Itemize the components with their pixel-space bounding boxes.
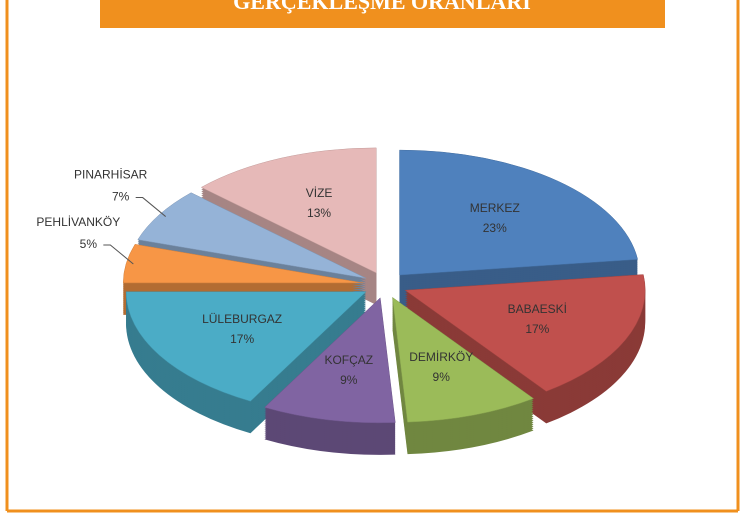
slice-label: PINARHİSAR bbox=[74, 168, 148, 182]
slice bbox=[404, 274, 646, 392]
slice bbox=[200, 147, 377, 274]
slice-value-label: 13% bbox=[307, 206, 331, 220]
title-banner bbox=[100, 0, 665, 28]
slice-value-label: 23% bbox=[483, 221, 507, 235]
slice bbox=[399, 149, 638, 276]
slice-value-label: 7% bbox=[112, 190, 130, 204]
slice-value-label: 17% bbox=[525, 322, 549, 336]
slice bbox=[137, 192, 367, 279]
slice-value-label: 17% bbox=[230, 332, 254, 346]
slice-label: DEMİRKÖY bbox=[409, 350, 473, 364]
slice-label: VİZE bbox=[306, 186, 333, 200]
slice-label: KOFÇAZ bbox=[324, 353, 373, 367]
slice-label: LÜLEBURGAZ bbox=[202, 312, 282, 326]
slice-label: BABAESKİ bbox=[508, 302, 567, 316]
leader-line bbox=[103, 244, 134, 265]
slice-label: MERKEZ bbox=[470, 201, 520, 215]
slice-value-label: 5% bbox=[80, 237, 98, 251]
slice bbox=[392, 296, 535, 423]
slice bbox=[125, 291, 367, 402]
slice-label: PEHLİVANKÖY bbox=[36, 215, 120, 229]
leader-line bbox=[135, 197, 167, 217]
chart-title: GERÇEKLEŞME ORANLARI bbox=[233, 0, 531, 14]
slice bbox=[264, 297, 396, 424]
slice-value-label: 9% bbox=[433, 370, 451, 384]
slice-value-label: 9% bbox=[340, 373, 358, 387]
slice bbox=[123, 244, 364, 284]
